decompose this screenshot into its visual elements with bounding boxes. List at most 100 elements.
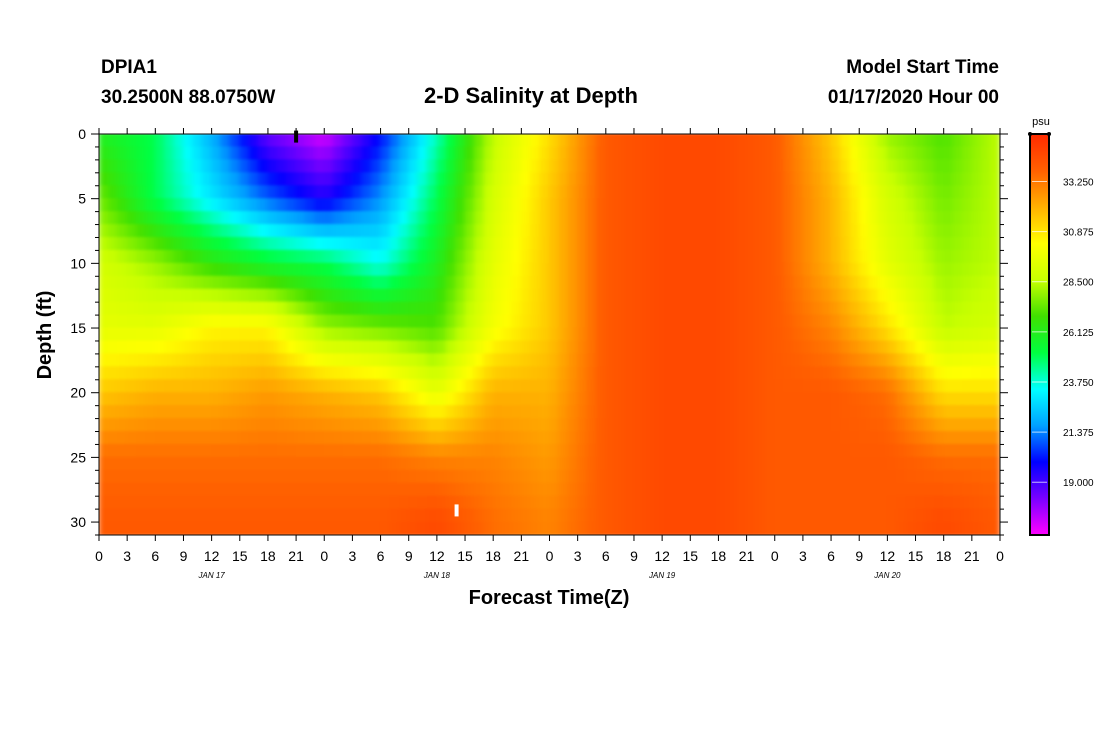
heatmap-cell [464, 198, 475, 213]
heatmap-cell [483, 211, 494, 226]
x-tick-label: 0 [95, 548, 103, 564]
heatmap-cell [811, 495, 823, 510]
heatmap-cell [577, 301, 588, 316]
heatmap-cell [220, 392, 231, 407]
heatmap-cell [304, 159, 316, 174]
heatmap-cell [980, 508, 992, 523]
heatmap-cell [896, 172, 907, 187]
heatmap-cell [671, 379, 682, 394]
heatmap-cell [417, 134, 428, 148]
heatmap-cell [323, 521, 335, 535]
heatmap-cell [182, 134, 194, 148]
heatmap-cell [258, 392, 269, 407]
heatmap-cell [473, 495, 485, 510]
heatmap-cell [774, 340, 785, 355]
heatmap-cell [586, 134, 597, 148]
heatmap-cell [267, 185, 278, 200]
heatmap-cell [774, 159, 785, 174]
heatmap-cell [886, 172, 898, 187]
heatmap-cell [295, 469, 306, 484]
heatmap-cell [492, 159, 504, 174]
heatmap-cell [136, 146, 147, 161]
heatmap-cell [933, 211, 945, 226]
heatmap-cell [595, 262, 607, 277]
heatmap-cell [727, 198, 738, 213]
heatmap-cell [961, 262, 973, 277]
heatmap-cell [727, 482, 738, 497]
heatmap-cell [764, 146, 776, 161]
heatmap-cell [304, 379, 316, 394]
heatmap-cell [426, 366, 438, 381]
heatmap-cell [239, 366, 250, 381]
heatmap-cell [445, 288, 457, 303]
heatmap-cell [239, 301, 250, 316]
heatmap-cell [530, 134, 541, 148]
heatmap-cell [943, 366, 954, 381]
heatmap-cell [896, 262, 907, 277]
heatmap-cell [802, 224, 813, 238]
heatmap-cell [342, 495, 353, 510]
heatmap-cell [117, 146, 128, 161]
heatmap-cell [154, 301, 166, 316]
heatmap-cell [830, 508, 841, 523]
heatmap-cell [107, 456, 119, 471]
heatmap-cell [464, 508, 475, 523]
heatmap-cell [314, 236, 325, 251]
heatmap-cell [896, 236, 907, 251]
heatmap-cell [295, 159, 306, 174]
heatmap-cell [370, 314, 382, 329]
heatmap-cell [408, 340, 419, 355]
heatmap-cell [915, 443, 926, 458]
heatmap-cell [971, 146, 982, 161]
heatmap-cell [952, 211, 963, 226]
heatmap-cell [661, 508, 673, 523]
heatmap-cell [952, 340, 963, 355]
heatmap-cell [614, 366, 626, 381]
heatmap-cell [502, 314, 513, 329]
heatmap-cell [633, 288, 644, 303]
heatmap-cell [145, 353, 156, 368]
heatmap-cell [614, 301, 626, 316]
heatmap-cell [680, 418, 691, 433]
heatmap-cell [736, 262, 748, 277]
heatmap-cell [708, 301, 719, 316]
heatmap-cell [154, 521, 166, 535]
heatmap-cell [868, 431, 879, 445]
heatmap-cell [408, 495, 419, 510]
heatmap-cell [877, 405, 888, 420]
heatmap-cell [774, 314, 785, 329]
heatmap-cell [136, 224, 147, 238]
heatmap-cell [333, 172, 344, 187]
heatmap-cell [351, 301, 363, 316]
heatmap-cell [530, 327, 541, 342]
heatmap-cell [492, 469, 504, 484]
heatmap-cell [990, 418, 1000, 433]
colorbar-tick-label: 30.875 [1063, 228, 1094, 239]
heatmap-cell [868, 379, 879, 394]
heatmap-cell [342, 172, 353, 187]
x-tick-label: 0 [546, 548, 554, 564]
heatmap-cell [192, 495, 203, 510]
heatmap-cell [614, 236, 626, 251]
heatmap-cell [727, 327, 738, 342]
heatmap-cell [699, 159, 710, 174]
heatmap-cell [173, 340, 184, 355]
heatmap-cell [117, 159, 128, 174]
heatmap-cell [821, 211, 832, 226]
heatmap-cell [229, 159, 241, 174]
heatmap-cell [549, 366, 560, 381]
heatmap-cell [370, 301, 382, 316]
heatmap-cell [511, 288, 522, 303]
heatmap-cell [192, 172, 203, 187]
heatmap-cell [755, 353, 766, 368]
heatmap-cell [502, 146, 513, 161]
heatmap-cell [905, 521, 917, 535]
heatmap-cell [473, 379, 485, 394]
heatmap-cell [483, 431, 494, 445]
heatmap-cell [764, 379, 776, 394]
heatmap-cell [774, 405, 785, 420]
heatmap-cell [661, 249, 673, 264]
heatmap-cell [868, 236, 879, 251]
heatmap-cell [398, 482, 410, 497]
heatmap-cell [117, 418, 128, 433]
